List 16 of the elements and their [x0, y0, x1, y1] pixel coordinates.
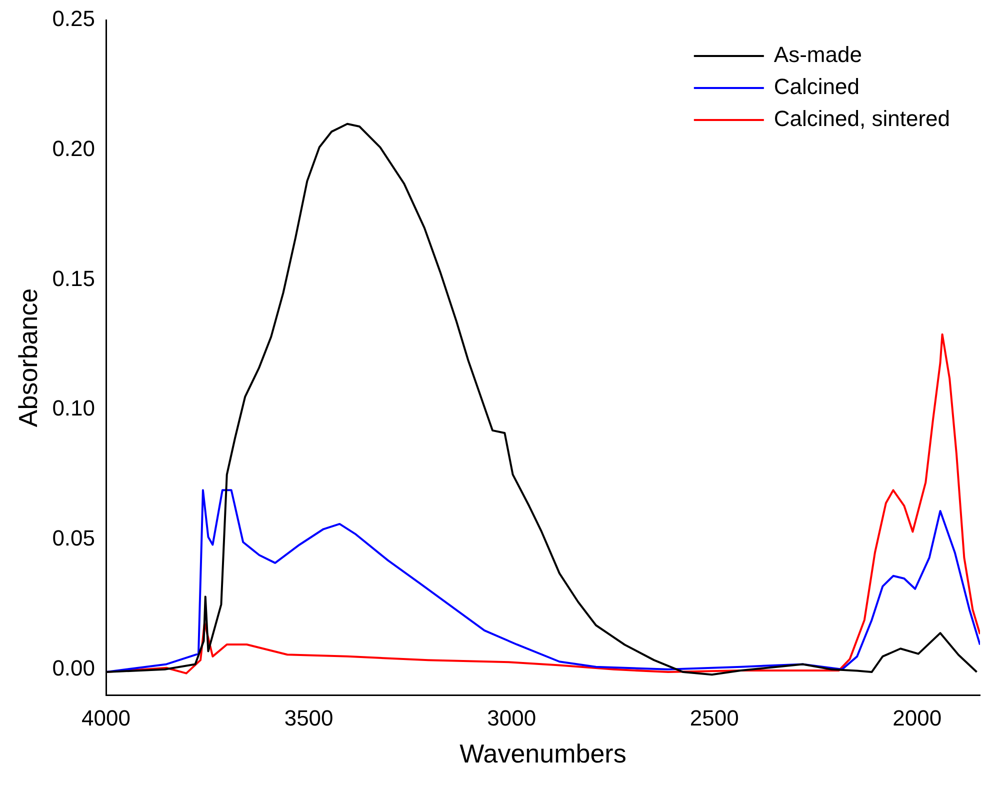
x-tick-label: 2500 — [690, 706, 739, 731]
y-tick-label: 0.00 — [52, 655, 96, 680]
x-axis-title: Wavenumbers — [460, 738, 626, 769]
legend-label: Calcined, sintered — [774, 106, 950, 132]
x-tick-label: 4000 — [82, 706, 130, 731]
y-tick-label: 0.25 — [52, 6, 96, 32]
x-tick-label: 3500 — [284, 706, 334, 731]
x-tick-label: 3000 — [487, 706, 536, 731]
y-tick-label: 0.05 — [52, 526, 96, 551]
y-tick-label: 0.15 — [52, 266, 96, 291]
y-tick-label: 0.20 — [52, 136, 96, 161]
legend-label: As-made — [774, 42, 862, 68]
y-tick-label: 0.10 — [52, 396, 96, 421]
y-axis-title: Absorbance — [12, 288, 43, 428]
x-tick-label: 2000 — [892, 706, 942, 731]
legend-label: Calcined — [774, 74, 860, 100]
